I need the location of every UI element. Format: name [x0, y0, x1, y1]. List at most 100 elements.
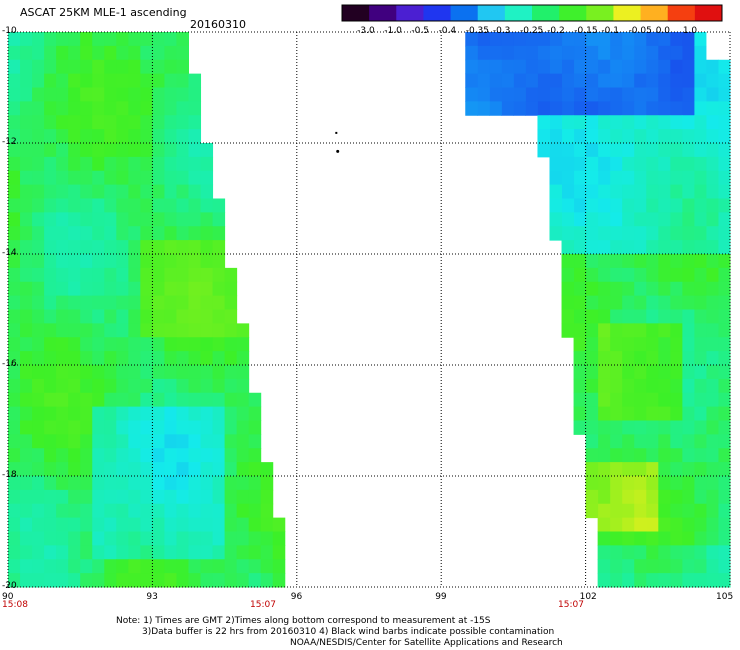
heatmap-cell — [68, 32, 81, 47]
heatmap-cell — [32, 87, 45, 102]
heatmap-cell — [152, 267, 165, 283]
heatmap-cell — [657, 559, 671, 574]
heatmap-cell — [236, 573, 250, 588]
heatmap-cell — [176, 420, 189, 435]
heatmap-cell — [549, 198, 563, 213]
heatmap-cell — [224, 503, 238, 519]
heatmap-cell — [104, 267, 117, 283]
heatmap-cell — [8, 281, 21, 297]
heatmap-cell — [200, 170, 214, 186]
heatmap-cell — [669, 59, 683, 75]
heatmap-cell — [609, 59, 623, 75]
heatmap-cell — [717, 115, 731, 130]
heatmap-cell — [212, 420, 226, 435]
heatmap-cell — [80, 489, 93, 505]
heatmap-cell — [92, 143, 105, 158]
island-mark — [336, 149, 340, 153]
heatmap-cell — [68, 226, 81, 241]
heatmap-cell — [44, 559, 57, 574]
heatmap-cell — [657, 489, 671, 505]
colorbar-tick-label: 0.0 — [655, 26, 671, 36]
heatmap-cell — [645, 212, 659, 227]
heatmap-cell — [585, 365, 599, 380]
heatmap-cell — [116, 267, 129, 283]
heatmap-cell — [128, 434, 141, 449]
heatmap-cell — [681, 309, 695, 324]
heatmap-cell — [8, 226, 21, 241]
heatmap-cell — [705, 406, 719, 421]
heatmap-cell — [44, 184, 57, 199]
heatmap-cell — [116, 198, 129, 213]
heatmap-cell — [68, 45, 81, 61]
heatmap-cell — [705, 309, 719, 324]
heatmap-cell — [212, 351, 226, 366]
heatmap-cell — [152, 503, 165, 519]
heatmap-cell — [104, 503, 117, 519]
heatmap-cell — [645, 267, 659, 283]
heatmap-cell — [32, 129, 45, 144]
heatmap-cell — [585, 434, 599, 449]
heatmap-cell — [8, 87, 21, 102]
heatmap-cell — [248, 531, 262, 546]
heatmap-cell — [609, 32, 623, 47]
colorbar-swatch — [450, 5, 479, 21]
heatmap-cell — [92, 545, 105, 560]
heatmap-cell — [609, 170, 623, 186]
heatmap-cell — [645, 351, 659, 366]
heatmap-cell — [621, 517, 635, 532]
heatmap-cell — [56, 365, 69, 380]
heatmap-cell — [44, 32, 57, 47]
heatmap-cell — [140, 184, 153, 199]
heatmap-cell — [621, 184, 635, 199]
heatmap-cell — [8, 337, 21, 352]
heatmap-cell — [116, 392, 129, 408]
heatmap-cell — [272, 531, 286, 546]
heatmap-cell — [116, 129, 129, 144]
heatmap-cell — [501, 73, 514, 88]
heatmap-cell — [717, 240, 731, 255]
heatmap-cell — [32, 476, 45, 491]
heatmap-cell — [669, 462, 683, 477]
heatmap-cell — [248, 448, 262, 463]
heatmap-cell — [116, 73, 129, 88]
heatmap-cell — [80, 184, 93, 199]
heatmap-cell — [104, 129, 117, 144]
heatmap-cell — [164, 101, 177, 116]
heatmap-cell — [8, 45, 21, 61]
heatmap-cell — [200, 337, 214, 352]
heatmap-cell — [693, 198, 707, 213]
heatmap-cell — [92, 267, 105, 283]
heatmap-cell — [609, 531, 623, 546]
heatmap-cell — [597, 545, 611, 560]
heatmap-cell — [164, 573, 177, 588]
heatmap-cell — [104, 573, 117, 588]
heatmap-cell — [152, 337, 165, 352]
heatmap-cell — [681, 156, 695, 172]
heatmap-cell — [20, 531, 33, 546]
heatmap-cell — [585, 184, 599, 199]
heatmap-cell — [609, 573, 623, 588]
heatmap-cell — [164, 365, 177, 380]
heatmap-cell — [140, 434, 153, 449]
heatmap-cell — [633, 365, 647, 380]
heatmap-cell — [164, 143, 177, 158]
heatmap-cell — [116, 351, 129, 366]
heatmap-cell — [681, 573, 695, 588]
heatmap-cell — [633, 503, 647, 519]
heatmap-cell — [272, 573, 286, 588]
heatmap-cell — [561, 73, 575, 88]
heatmap-cell — [92, 365, 105, 380]
heatmap-cell — [633, 295, 647, 310]
heatmap-cell — [104, 434, 117, 449]
heatmap-cell — [645, 115, 659, 130]
heatmap-cell — [200, 517, 214, 532]
heatmap-cell — [693, 462, 707, 477]
x-tick-label: 93 — [146, 592, 158, 602]
heatmap-cell — [609, 365, 623, 380]
heatmap-cell — [140, 240, 153, 255]
heatmap-cell — [80, 531, 93, 546]
heatmap-cell — [549, 45, 563, 61]
heatmap-cell — [188, 87, 202, 102]
heatmap-cell — [44, 115, 57, 130]
heatmap-cell — [44, 156, 57, 172]
